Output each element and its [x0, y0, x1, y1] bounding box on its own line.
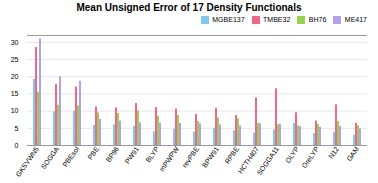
svg-text:revPBE: revPBE [181, 145, 201, 169]
svg-text:GKSVWN5: GKSVWN5 [14, 145, 40, 178]
svg-text:15: 15 [11, 90, 19, 97]
svg-text:0: 0 [15, 142, 19, 149]
svg-text:SOGGA11: SOGGA11 [256, 145, 281, 176]
svg-text:BP86: BP86 [105, 145, 121, 163]
svg-text:5: 5 [15, 125, 19, 132]
html-text:ME417: ME417 [344, 16, 367, 24]
svg-text:OreLYP: OreLYP [300, 145, 320, 169]
svg-text:25: 25 [11, 56, 19, 63]
svg-text:OLYP: OLYP [284, 145, 300, 164]
svg-text:10: 10 [11, 107, 19, 114]
html-text:MGBE137: MGBE137 [212, 16, 245, 24]
svg-text:GAM: GAM [345, 145, 360, 162]
html-text:TMBE32: TMBE32 [263, 16, 291, 24]
svg-text:BPW91: BPW91 [201, 145, 220, 169]
svg-text:20: 20 [11, 73, 19, 80]
svg-text:BLYP: BLYP [144, 145, 160, 164]
html-text:Mean Unsigned Error of 17 Dens: Mean Unsigned Error of 17 Density Functi… [76, 2, 302, 13]
svg-text:PBEsol: PBEsol [61, 145, 80, 168]
html-text:BH76: BH76 [308, 16, 327, 24]
svg-text:PBE: PBE [86, 145, 100, 161]
svg-text:mPWPW: mPWPW [158, 145, 180, 173]
svg-text:30: 30 [11, 39, 19, 46]
svg-text:N12: N12 [327, 145, 340, 160]
svg-text:RPBE: RPBE [223, 145, 240, 165]
svg-text:HCTH407: HCTH407 [236, 145, 261, 175]
svg-text:SOGGA: SOGGA [40, 145, 61, 170]
svg-text:PW91: PW91 [123, 145, 140, 165]
